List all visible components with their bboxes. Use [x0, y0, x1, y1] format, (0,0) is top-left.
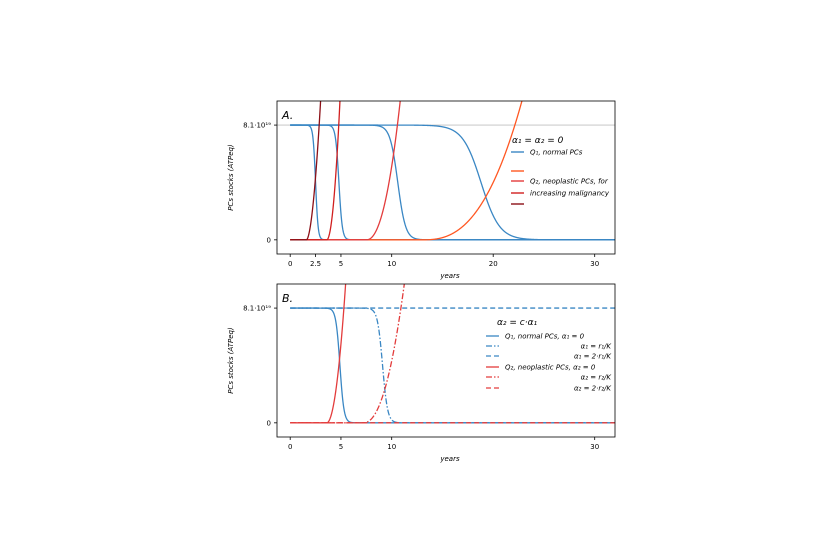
legend-title: α₂ = c·α₁ — [497, 318, 538, 328]
panel-label: A. — [281, 109, 293, 122]
panel-label: B. — [282, 292, 293, 305]
series-line-4 — [290, 124, 615, 241]
x-tick-label: 10 — [387, 443, 396, 451]
x-tick-label: 5 — [339, 443, 343, 451]
chart-panel-a: 0 2.5 5 10 20 30 0 8.1·10¹⁹ years PCs stocks (ATP… — [227, 100, 616, 280]
legend-entry: α₂ = 2·r₂/K — [574, 385, 612, 393]
x-tick-label: 0 — [288, 443, 292, 451]
x-tick-label: 2.5 — [310, 260, 321, 268]
legend-a: α₁ = α₂ = 0 Q₁, normal PCs Q₂, neoplastic … — [511, 136, 610, 205]
series-line-5 — [290, 284, 405, 424]
x-tick-label: 30 — [590, 260, 599, 268]
legend-entry: Q₁, normal PCs, α₁ = 0 — [505, 333, 585, 341]
legend-b: α₂ = c·α₁ Q₁, normal PCs, α₁ = 0 α₁ = r₁/K… — [486, 318, 612, 393]
series-line-7 — [290, 101, 341, 241]
y-tick-label: 0 — [267, 236, 271, 244]
legend-entry: Q₂, neoplastic PCs, for — [530, 178, 609, 186]
y-tick-label: 0 — [267, 419, 271, 427]
y-axis-label: PCs stocks (ATPeq) — [227, 327, 235, 394]
y-tick-label: 8.1·10¹⁹ — [243, 305, 271, 313]
legend-entry: α₁ = 2·r₁/K — [574, 353, 612, 361]
y-tick-label: 8.1·10¹⁹ — [243, 122, 271, 130]
plot-frame — [276, 100, 616, 255]
chart-panel-b: 0 5 10 30 0 8.1·10¹⁹ years PCs stocks (ATPeq) B. — [227, 283, 616, 463]
legend-entry: α₂ = r₂/K — [581, 374, 613, 382]
legend-entry: α₁ = r₁/K — [581, 343, 613, 351]
x-tick-label: 20 — [489, 260, 498, 268]
x-axis-label: years — [439, 455, 460, 463]
plot-frame — [276, 283, 616, 438]
legend-entry: Q₁, normal PCs — [530, 149, 583, 157]
y-axis-label: PCs stocks (ATPeq) — [227, 144, 235, 211]
plot-area — [290, 101, 615, 241]
plot-area — [290, 284, 615, 424]
series-line-4 — [290, 284, 347, 424]
legend-entry: Q₂, neoplastic PCs, α₂ = 0 — [505, 364, 596, 372]
x-axis-label: years — [439, 272, 460, 280]
x-tick-label: 5 — [339, 260, 343, 268]
x-tick-label: 0 — [288, 260, 292, 268]
legend-title: α₁ = α₂ = 0 — [512, 136, 564, 146]
x-tick-label: 30 — [590, 443, 599, 451]
x-tick-label: 10 — [387, 260, 396, 268]
legend-entry: increasing malignancy — [530, 190, 610, 198]
series-line-6 — [290, 101, 401, 241]
